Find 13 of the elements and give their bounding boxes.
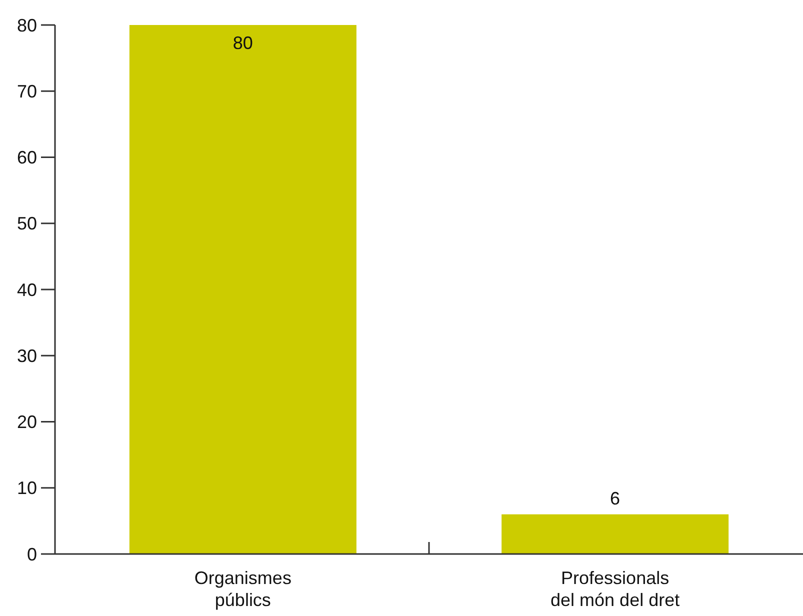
y-tick-label: 70 [16,81,37,102]
y-tick-label: 40 [16,280,37,300]
y-tick-label: 30 [16,346,37,366]
y-tick-label: 50 [16,214,37,234]
data-label: 6 [610,488,620,508]
data-label: 80 [232,33,253,53]
y-tick-label: 80 [16,15,37,36]
y-tick-label: 0 [26,544,37,564]
x-tick-label: Organismes públics [194,568,292,610]
y-tick-label: 10 [16,478,37,498]
y-tick-label: 20 [16,412,37,432]
x-tick-label: Professionals del món del dret [550,568,680,610]
y-tick-label: 60 [16,148,37,168]
